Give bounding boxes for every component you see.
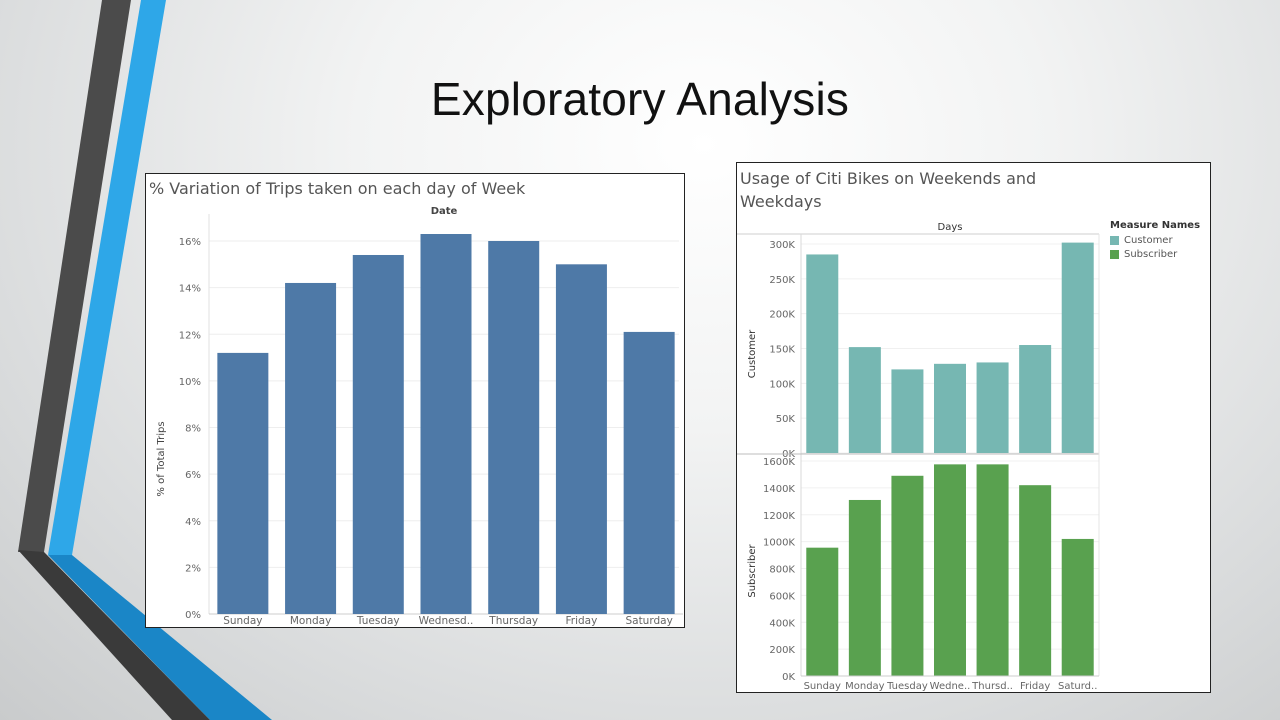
- y-tick-label: 1600K: [763, 457, 795, 468]
- y-tick-label: 2%: [185, 563, 201, 574]
- y-tick-label: 800K: [769, 565, 795, 576]
- chart-title: Usage of Citi Bikes on Weekends and Week…: [740, 169, 1037, 211]
- y-tick-label: 50K: [776, 414, 796, 425]
- y-tick-label: 1400K: [763, 484, 795, 495]
- customer-bar-7: [1061, 242, 1094, 453]
- customer-axis-title: Customer: [747, 329, 758, 378]
- x-tick-label: Sunday: [804, 681, 841, 692]
- customer-bar-1: [806, 254, 839, 453]
- blue-wedge: [48, 555, 272, 720]
- subscriber-bar-5: [976, 464, 1009, 676]
- y-tick-label: 200K: [769, 645, 795, 656]
- bar-4: [420, 234, 472, 614]
- trips-by-day-chart: % Variation of Trips taken on each day o…: [145, 173, 685, 628]
- citi-bike-usage-chart: Usage of Citi Bikes on Weekends and Week…: [736, 162, 1211, 693]
- x-tick-label: Monday: [290, 615, 331, 627]
- usage-chart-plot: Days0K50K100K150K200K250K300KCustomer0K2…: [737, 222, 1100, 692]
- legend-label: Subscriber: [1124, 248, 1178, 260]
- x-tick-label: Sunday: [223, 615, 262, 627]
- customer-bar-4: [934, 363, 966, 453]
- y-tick-label: 600K: [769, 591, 795, 602]
- slide-title: Exploratory Analysis: [430, 73, 850, 125]
- y-tick-label: 150K: [769, 345, 795, 356]
- subscriber-bar-1: [806, 547, 839, 676]
- x-tick-label: Wedne..: [930, 681, 971, 692]
- legend-item-customer: Customer: [1110, 233, 1200, 247]
- y-tick-label: 100K: [769, 379, 795, 390]
- x-tick-label: Thursday: [488, 615, 538, 627]
- x-tick-label: Saturday: [625, 615, 672, 627]
- legend-label: Customer: [1124, 234, 1173, 246]
- dark-stripe: [18, 0, 131, 552]
- bar-1: [217, 352, 269, 614]
- column-header: Date: [431, 206, 458, 217]
- y-tick-label: 10%: [179, 377, 201, 388]
- legend-swatch: [1110, 235, 1119, 245]
- x-tick-label: Friday: [1020, 681, 1050, 692]
- x-tick-label: Thursd..: [971, 681, 1013, 692]
- x-tick-label: Tuesday: [886, 681, 928, 692]
- y-tick-label: 200K: [769, 310, 795, 321]
- y-tick-label: 16%: [179, 237, 201, 248]
- bar-7: [623, 331, 675, 614]
- customer-bar-5: [976, 362, 1009, 453]
- bar-6: [555, 264, 607, 614]
- x-tick-label: Friday: [566, 615, 598, 627]
- y-tick-label: 250K: [769, 275, 795, 286]
- legend-item-subscriber: Subscriber: [1110, 247, 1200, 261]
- x-tick-label: Monday: [845, 681, 885, 692]
- y-tick-label: 1200K: [763, 511, 795, 522]
- legend-title: Measure Names: [1110, 220, 1201, 231]
- subscriber-bar-7: [1061, 538, 1094, 676]
- x-tick-label: Saturd..: [1058, 681, 1097, 692]
- column-header: Days: [938, 222, 963, 233]
- chart-title: % Variation of Trips taken on each day o…: [149, 179, 526, 198]
- bar-2: [285, 282, 337, 614]
- subscriber-bar-6: [1019, 485, 1052, 676]
- y-tick-label: 12%: [179, 330, 201, 341]
- y-tick-label: 14%: [179, 284, 201, 295]
- customer-bar-6: [1019, 345, 1052, 453]
- subscriber-bar-2: [848, 499, 881, 676]
- legend-swatch: [1110, 249, 1119, 259]
- subscriber-bar-3: [891, 475, 924, 676]
- subscriber-bar-4: [934, 464, 966, 676]
- chart-legend: Measure Names Customer Subscriber: [1110, 220, 1200, 261]
- y-tick-label: 0%: [185, 610, 201, 621]
- customer-bar-2: [848, 347, 881, 453]
- y-tick-label: 4%: [185, 517, 201, 528]
- y-tick-label: 6%: [185, 470, 201, 481]
- y-tick-label: 1000K: [763, 538, 795, 549]
- bar-3: [352, 254, 404, 615]
- x-tick-label: Wednesd..: [419, 615, 474, 627]
- y-tick-label: 300K: [769, 240, 795, 251]
- blue-stripe: [48, 0, 166, 555]
- x-tick-label: Tuesday: [356, 615, 400, 627]
- y-tick-label: 400K: [769, 618, 795, 629]
- customer-bar-3: [891, 369, 924, 453]
- bar-5: [488, 241, 540, 614]
- y-tick-label: 0K: [782, 672, 795, 683]
- subscriber-axis-title: Subscriber: [747, 543, 758, 597]
- trips-chart-plot: Date 0% 2% 4% 6% 8% 10% 12% 14% 16% % of Total Tri…: [156, 206, 683, 627]
- dark-wedge: [18, 550, 210, 720]
- y-tick-label: 8%: [185, 424, 201, 435]
- y-axis-title: % of Total Trips: [156, 421, 167, 496]
